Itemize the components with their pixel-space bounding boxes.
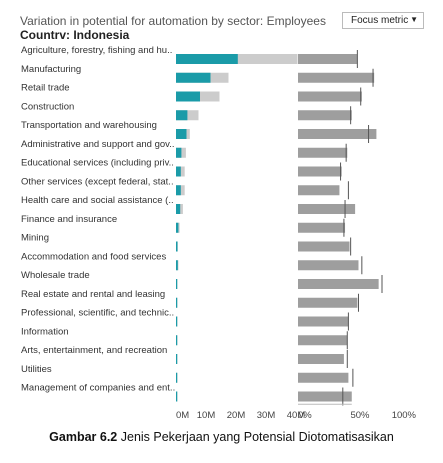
automatable-employees-bar (176, 110, 188, 121)
category-label: Construction (21, 101, 74, 112)
category-label: Management of companies and ent.. (21, 383, 175, 394)
employees-tick-label: 40M (287, 410, 306, 421)
country-label-text: Countrv: (20, 28, 70, 42)
automation-percent-bar (298, 204, 356, 214)
focus-metric-label: Focus metric (351, 15, 409, 26)
automatable-employees-bar (176, 54, 238, 64)
automatable-employees-bar (176, 185, 181, 196)
employees-tick-label: 30M (257, 410, 276, 421)
category-label: Educational services (including priv.. (21, 158, 174, 169)
caption-text: Jenis Pekerjaan yang Potensial Diotomati… (117, 430, 394, 444)
automatable-employees-bar (176, 204, 181, 214)
automatable-employees-bar (176, 372, 178, 383)
automation-chart: Agriculture, forestry, fishing and hu.. M… (21, 45, 417, 421)
automatable-employees-bar (176, 316, 178, 327)
automation-percent-bar (298, 185, 340, 196)
automation-percent-bar (298, 72, 375, 83)
category-label: Other services (except federal, stat.. (21, 176, 174, 187)
category-label: Accommodation and food services (21, 251, 166, 262)
category-label: Real estate and rental and leasing (21, 289, 165, 300)
employees-tick-label: 20M (227, 410, 246, 421)
automatable-employees-bar (176, 222, 179, 233)
automation-percent-bar (298, 147, 348, 158)
automation-percent-bar (298, 279, 379, 289)
chart-title: Variation in potential for automation by… (20, 14, 326, 28)
focus-metric-dropdown[interactable]: Focus metric ▼ (342, 12, 424, 29)
caption-number: Gambar 6.2 (49, 430, 118, 444)
automatable-employees-bar (176, 129, 187, 139)
category-label: Transportation and warehousing (21, 120, 157, 131)
automation-percent-bar (298, 372, 349, 383)
automation-percent-bar (298, 391, 352, 402)
category-label: Retail trade (21, 83, 70, 94)
percent-tick-label: 100% (392, 410, 417, 421)
automatable-employees-bar (176, 297, 178, 308)
automatable-employees-bar (176, 241, 178, 252)
figure-caption: Gambar 6.2 Jenis Pekerjaan yang Potensia… (0, 430, 443, 444)
automatable-employees-bar (176, 166, 181, 177)
category-label: Mining (21, 233, 49, 244)
category-label: Manufacturing (21, 64, 81, 75)
employees-tick-label: 10M (197, 410, 216, 421)
category-label: Health care and social assistance (.. (21, 195, 174, 206)
employees-tick-label: 0M (176, 410, 189, 421)
category-label: Professional, scientific, and technic.. (21, 308, 174, 319)
automatable-employees-bar (176, 279, 178, 289)
automatable-employees-bar (176, 335, 178, 346)
automation-percent-bar (298, 316, 349, 327)
automation-percent-bar (298, 54, 358, 64)
automation-percent-bar (298, 222, 346, 233)
category-label: Administrative and support and gov.. (21, 139, 175, 150)
country-value: Indonesia (73, 28, 130, 42)
automatable-employees-bar (176, 391, 178, 402)
automatable-employees-bar (176, 147, 182, 158)
category-label: Wholesale trade (21, 270, 90, 281)
automatable-employees-bar (176, 72, 211, 83)
category-label: Utilities (21, 364, 52, 375)
automation-percent-bar (298, 241, 350, 252)
chevron-down-icon: ▼ (410, 15, 418, 24)
automation-percent-bar (298, 110, 352, 121)
category-label: Agriculture, forestry, fishing and hu.. (21, 45, 172, 56)
automation-percent-bar (298, 297, 358, 308)
automatable-employees-bar (176, 91, 200, 102)
automatable-employees-bar (176, 354, 178, 364)
automation-percent-bar (298, 335, 348, 346)
category-label: Information (21, 326, 69, 337)
automation-percent-bar (298, 166, 342, 177)
category-label: Arts, entertainment, and recreation (21, 345, 167, 356)
automation-percent-bar (298, 129, 377, 139)
percent-tick-label: 0% (298, 410, 312, 421)
percent-tick-label: 50% (350, 410, 370, 421)
category-label: Finance and insurance (21, 214, 117, 225)
country-label: Countrv: Indonesia (20, 28, 129, 42)
automation-percent-bar (298, 91, 362, 102)
automation-percent-bar (298, 354, 344, 364)
automatable-employees-bar (176, 260, 178, 271)
automation-percent-bar (298, 260, 359, 271)
